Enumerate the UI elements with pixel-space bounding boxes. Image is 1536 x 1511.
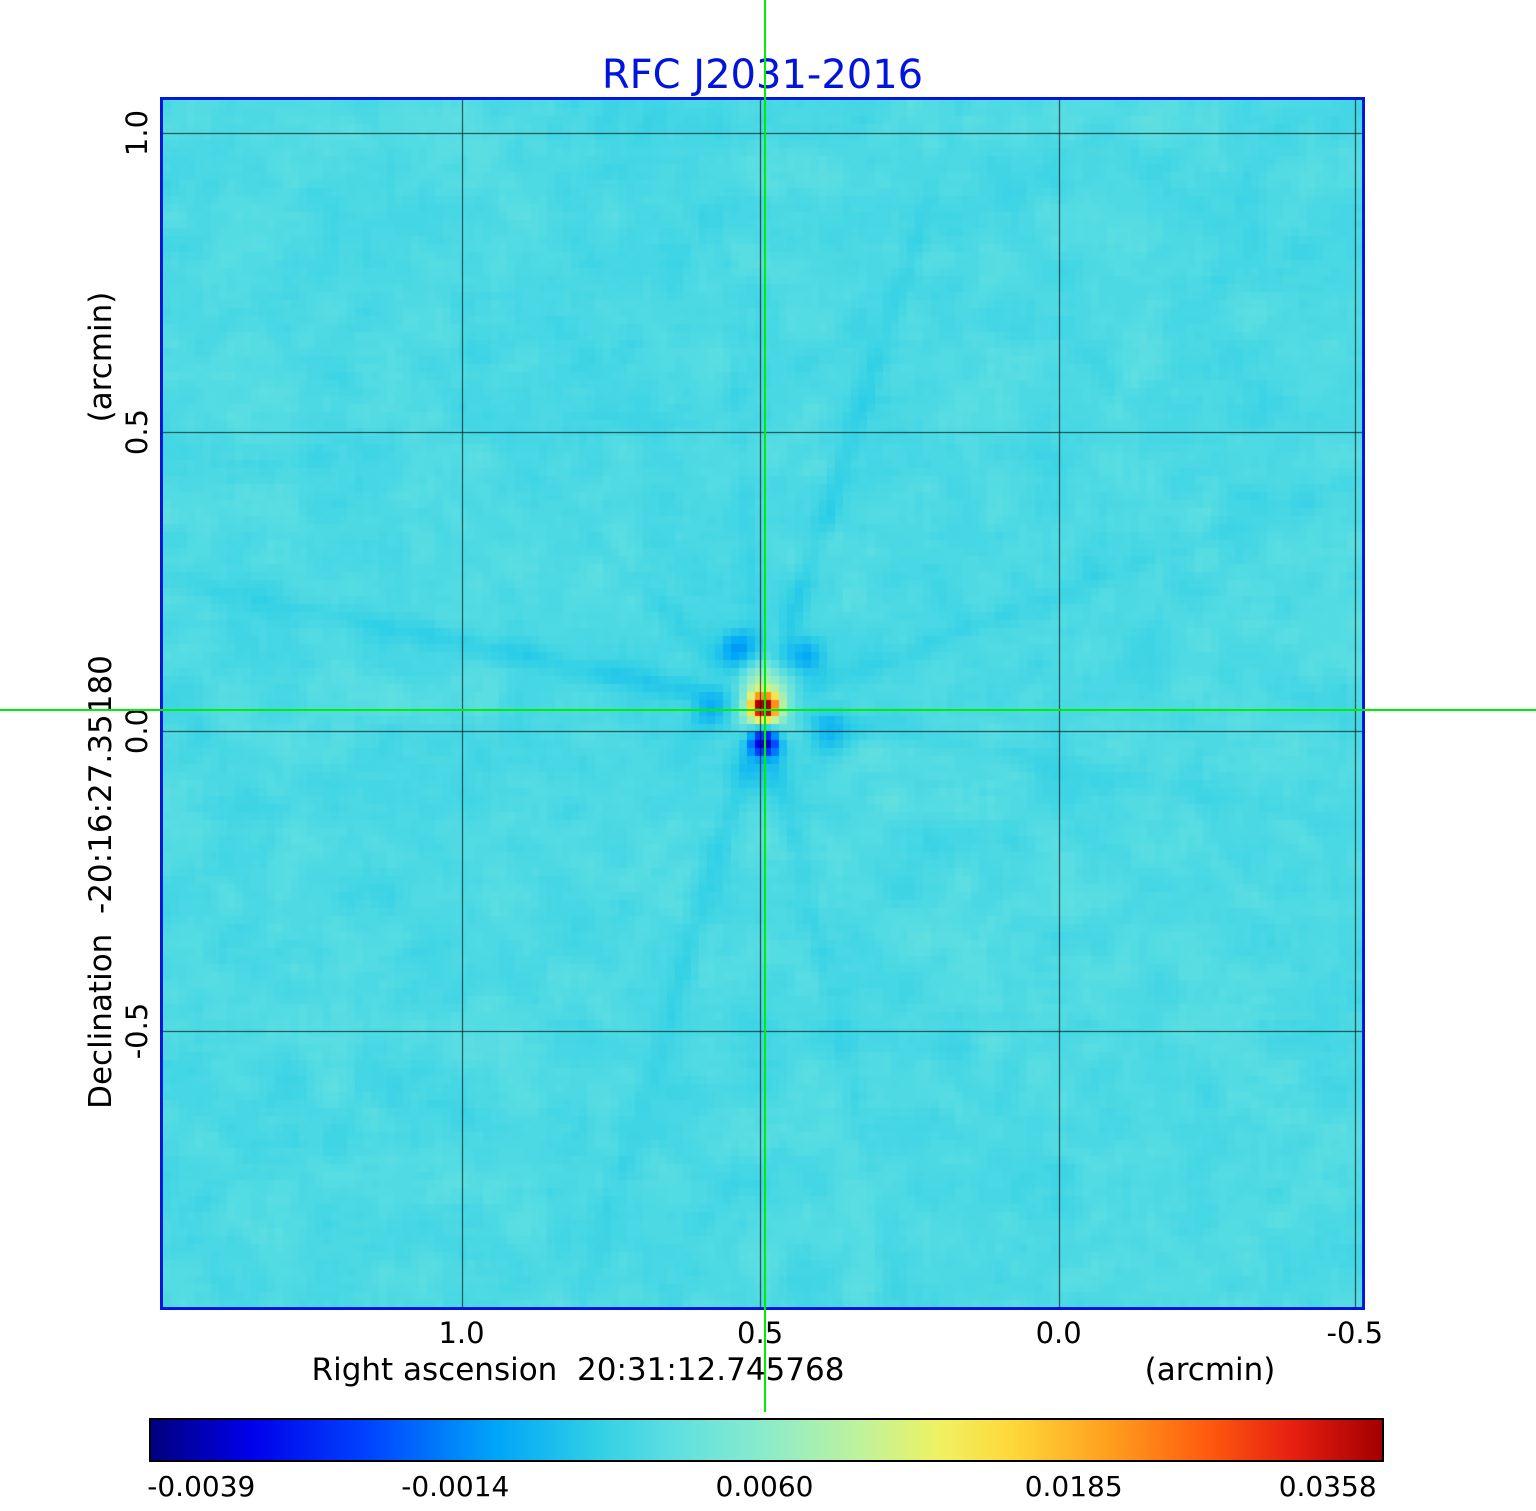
heatmap-canvas — [163, 100, 1362, 1307]
y-tick-label: 0.0 — [120, 708, 154, 755]
x-tick-label: -0.5 — [1326, 1316, 1384, 1350]
colorbar-tick-label: 0.0060 — [715, 1470, 814, 1503]
y-tick-label: 1.0 — [120, 109, 154, 156]
chart-title: RFC J2031-2016 — [601, 52, 924, 98]
plot-area — [160, 97, 1365, 1310]
y-tick-label: 0.5 — [120, 408, 154, 455]
y-tick-label: -0.5 — [120, 1002, 154, 1059]
x-axis-unit-label: (arcmin) — [1144, 1352, 1276, 1388]
colorbar-tick-label: -0.0039 — [147, 1470, 256, 1503]
colorbar-tick-label: 0.0358 — [1278, 1470, 1377, 1503]
crosshair-vertical-line — [763, 0, 766, 1412]
x-tick-label: 0.5 — [737, 1316, 784, 1350]
colorbar-tick-label: -0.0014 — [401, 1470, 510, 1503]
crosshair-horizontal-line — [0, 709, 1536, 712]
colorbar-gradient — [151, 1420, 1382, 1460]
y-axis-unit-label: (arcmin) — [83, 291, 119, 423]
x-tick-label: 0.0 — [1035, 1316, 1082, 1350]
x-tick-label: 1.0 — [438, 1316, 485, 1350]
colorbar — [149, 1418, 1384, 1462]
y-axis-label: Declination -20:16:27.35180 — [83, 655, 119, 1109]
colorbar-tick-label: 0.0185 — [1024, 1470, 1123, 1503]
x-axis-label: Right ascension 20:31:12.745768 — [311, 1352, 845, 1388]
